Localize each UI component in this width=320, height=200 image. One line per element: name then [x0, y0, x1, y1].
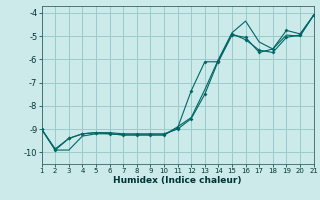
X-axis label: Humidex (Indice chaleur): Humidex (Indice chaleur)	[113, 176, 242, 185]
